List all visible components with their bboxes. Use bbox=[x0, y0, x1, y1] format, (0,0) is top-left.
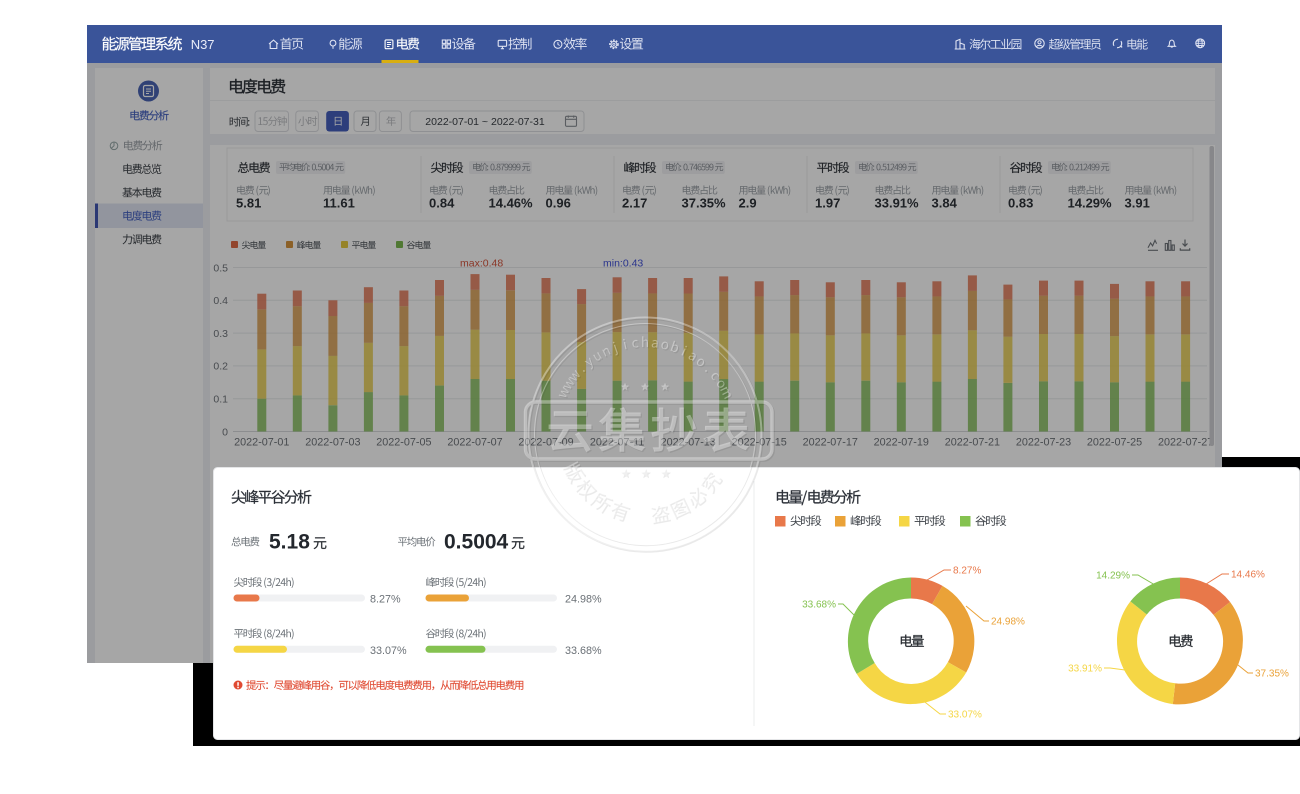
svg-text:8.27%: 8.27% bbox=[953, 566, 981, 577]
svg-text:33.68%: 33.68% bbox=[802, 600, 836, 611]
svg-text:14.46%: 14.46% bbox=[489, 195, 534, 210]
svg-text:3.84: 3.84 bbox=[932, 195, 958, 210]
svg-text:5.18: 5.18 bbox=[269, 531, 310, 554]
svg-text:2022-07-05: 2022-07-05 bbox=[376, 437, 431, 449]
svg-text:14.29%: 14.29% bbox=[1096, 571, 1130, 582]
svg-text:2022-07-17: 2022-07-17 bbox=[803, 437, 858, 449]
svg-text:3.91: 3.91 bbox=[1125, 195, 1150, 210]
svg-text:2022-07-01 ~ 2022-07-31: 2022-07-01 ~ 2022-07-31 bbox=[425, 116, 545, 128]
svg-text:2022-07-01: 2022-07-01 bbox=[234, 437, 289, 449]
svg-text:24.98%: 24.98% bbox=[565, 594, 602, 606]
svg-text:2022-07-07: 2022-07-07 bbox=[447, 437, 502, 449]
svg-text:2022-07-03: 2022-07-03 bbox=[305, 437, 360, 449]
svg-text:max:0.48: max:0.48 bbox=[460, 257, 503, 269]
svg-text:14.29%: 14.29% bbox=[1068, 195, 1113, 210]
svg-text:33.68%: 33.68% bbox=[565, 645, 602, 657]
svg-text:0.96: 0.96 bbox=[546, 195, 571, 210]
svg-text:2.9: 2.9 bbox=[739, 195, 757, 210]
svg-text:11.61: 11.61 bbox=[323, 195, 355, 210]
svg-text:0: 0 bbox=[222, 426, 228, 438]
svg-text:0.84: 0.84 bbox=[429, 195, 455, 210]
svg-text:0.3: 0.3 bbox=[213, 328, 228, 340]
svg-text:1.97: 1.97 bbox=[815, 195, 840, 210]
svg-text:8.27%: 8.27% bbox=[370, 594, 401, 606]
svg-text:5.81: 5.81 bbox=[236, 195, 261, 210]
svg-text:0.4: 0.4 bbox=[213, 295, 228, 307]
svg-text:min:0.43: min:0.43 bbox=[603, 257, 643, 269]
svg-text:2022-07-25: 2022-07-25 bbox=[1087, 437, 1142, 449]
svg-text:33.91%: 33.91% bbox=[875, 195, 920, 210]
svg-text:33.07%: 33.07% bbox=[370, 645, 407, 657]
svg-text:37.35%: 37.35% bbox=[1255, 669, 1289, 680]
svg-text:0.5: 0.5 bbox=[213, 262, 228, 274]
svg-text:2022-07-21: 2022-07-21 bbox=[945, 437, 1000, 449]
svg-text:2022-07-27: 2022-07-27 bbox=[1158, 437, 1213, 449]
svg-text:2022-07-19: 2022-07-19 bbox=[874, 437, 929, 449]
svg-text:0.2: 0.2 bbox=[213, 361, 228, 373]
svg-text:0.5004: 0.5004 bbox=[444, 531, 509, 554]
svg-text:2.17: 2.17 bbox=[622, 195, 647, 210]
svg-text:N37: N37 bbox=[191, 37, 215, 52]
svg-text:33.07%: 33.07% bbox=[948, 710, 982, 721]
svg-text:37.35%: 37.35% bbox=[682, 195, 727, 210]
svg-text:2022-07-23: 2022-07-23 bbox=[1016, 437, 1071, 449]
svg-text:14.46%: 14.46% bbox=[1231, 570, 1265, 581]
svg-text:0.83: 0.83 bbox=[1008, 195, 1033, 210]
svg-text:0.1: 0.1 bbox=[213, 394, 228, 406]
svg-text:24.98%: 24.98% bbox=[991, 617, 1025, 628]
svg-text:33.91%: 33.91% bbox=[1068, 664, 1102, 675]
